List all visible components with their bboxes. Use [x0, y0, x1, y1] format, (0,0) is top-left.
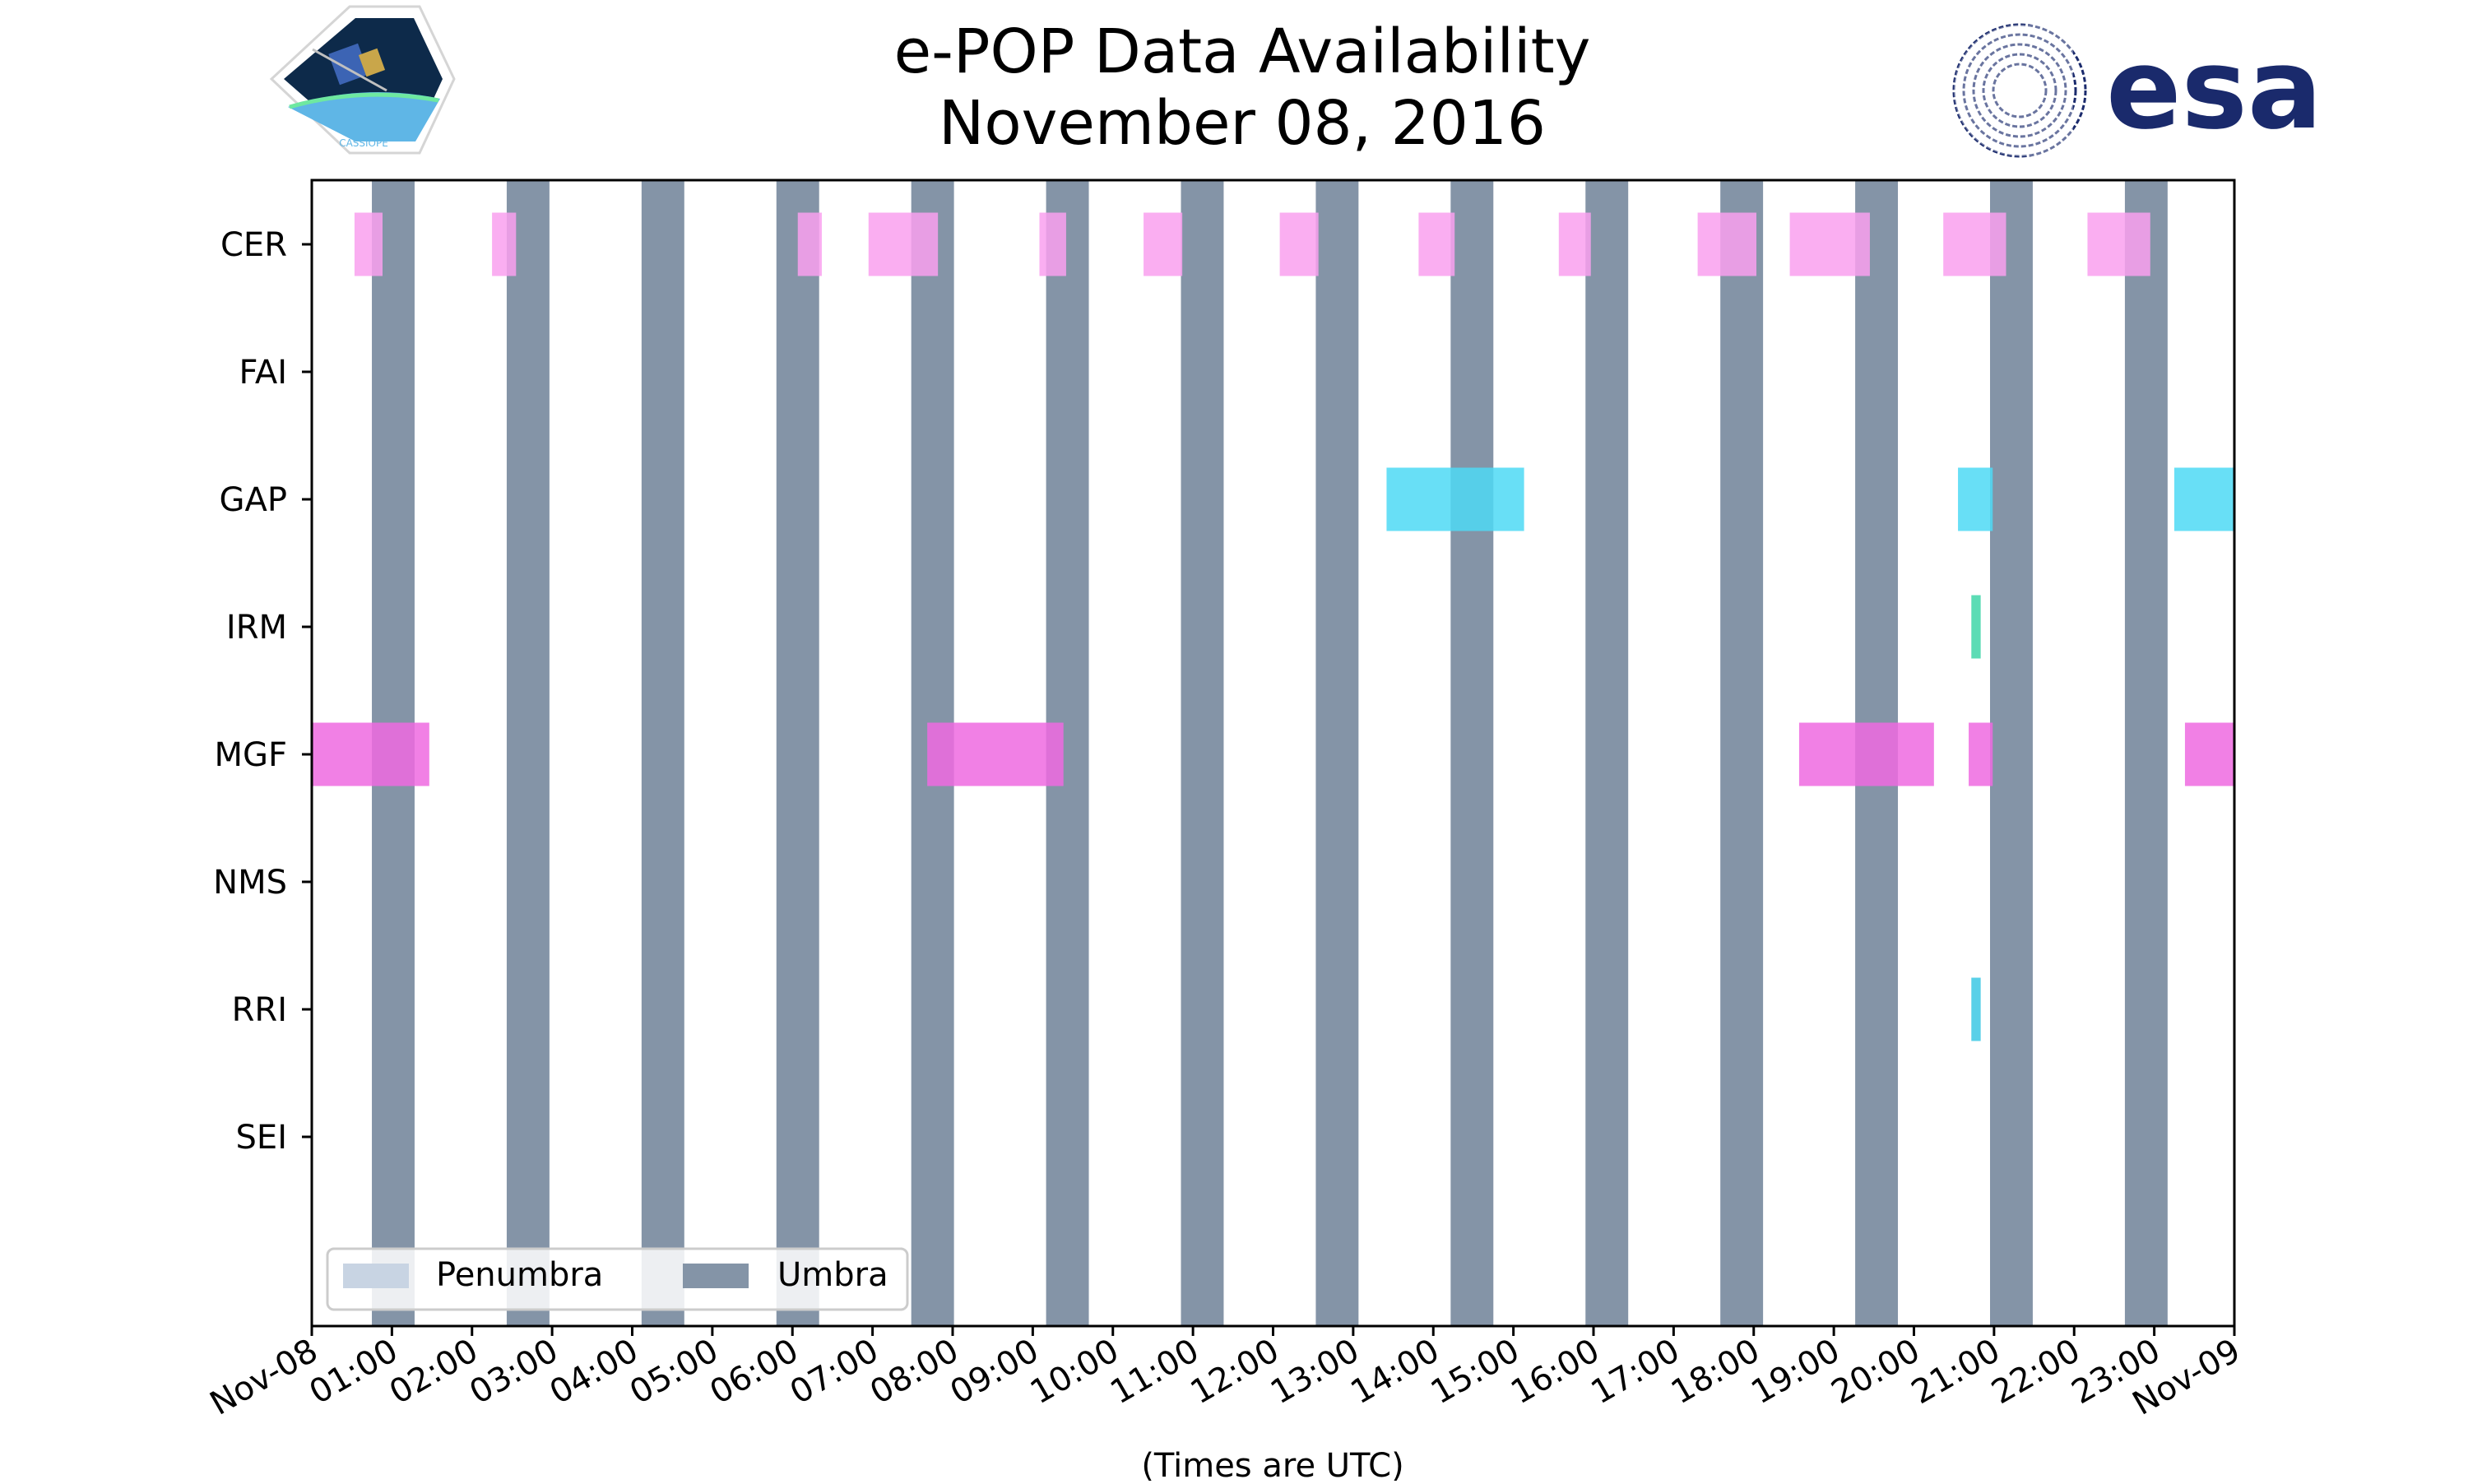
umbra-band — [1990, 180, 2033, 1326]
availability-bar-gap — [1958, 467, 1993, 531]
availability-bar-mgf — [1798, 722, 1934, 786]
x-tick-label: 22:00 — [1985, 1332, 2086, 1412]
plot-frame — [310, 179, 2236, 1328]
legend-frame — [326, 1247, 909, 1311]
y-tick-label-fai: FAI — [239, 354, 288, 392]
x-tick-label: 19:00 — [1745, 1332, 1846, 1412]
x-tick-label: 11:00 — [1104, 1332, 1205, 1412]
chart-title: e-POP Data Availability — [894, 16, 1591, 87]
x-axis-label: (Times are UTC) — [1141, 1447, 1403, 1481]
umbra-band — [1450, 180, 1494, 1326]
x-tick-label: 13:00 — [1264, 1332, 1366, 1412]
x-tick-label: 02:00 — [383, 1332, 485, 1412]
x-tick-label: 21:00 — [1905, 1332, 2006, 1412]
availability-bar-cer — [1789, 212, 1870, 276]
umbra-band — [1585, 180, 1629, 1326]
availability-bar-cer — [868, 212, 939, 276]
x-tick-label: 08:00 — [864, 1332, 965, 1412]
availability-bar-gap — [2173, 467, 2234, 531]
legend-swatch-umbra — [683, 1264, 749, 1288]
legend-label-penumbra: Penumbra — [436, 1256, 603, 1294]
umbra-band — [641, 180, 684, 1326]
availability-bar-mgf — [312, 722, 429, 786]
x-tick-label: 04:00 — [544, 1332, 645, 1412]
y-tick-label-gap: GAP — [220, 481, 287, 519]
availability-bar-cer — [1558, 212, 1591, 276]
availability-bar-mgf — [927, 722, 1064, 786]
plot-area — [312, 180, 2234, 1326]
y-tick-label-nms: NMS — [213, 864, 287, 902]
umbra-band — [2124, 180, 2168, 1326]
availability-bar-gap — [1386, 467, 1524, 531]
availability-bar-cer — [354, 212, 383, 276]
availability-bar-cer — [1697, 212, 1756, 276]
umbra-band — [506, 180, 550, 1326]
legend-swatch-penumbra — [343, 1264, 409, 1288]
x-tick-label: 06:00 — [703, 1332, 805, 1412]
availability-bar-cer — [1279, 212, 1319, 276]
legend: Penumbra Umbra — [326, 1247, 909, 1311]
chart-subtitle: November 08, 2016 — [939, 88, 1546, 159]
cassiope-label: CASSIOPE — [339, 137, 388, 149]
availability-bar-cer — [2087, 212, 2150, 276]
umbra-band — [1181, 180, 1224, 1326]
x-tick-label: 18:00 — [1665, 1332, 1766, 1412]
umbra-band — [1720, 180, 1764, 1326]
x-axis: Nov-0801:0002:0003:0004:0005:0006:0007:0… — [204, 1326, 2247, 1423]
x-tick-label: 17:00 — [1585, 1332, 1686, 1412]
availability-bar-mgf — [1969, 722, 1993, 786]
x-tick-label: 15:00 — [1425, 1332, 1526, 1412]
y-tick-label-mgf: MGF — [214, 736, 287, 774]
x-tick-label: 12:00 — [1185, 1332, 1286, 1412]
x-tick-label: 16:00 — [1505, 1332, 1606, 1412]
y-axis: CER FAI GAP IRM MGF NMS RRI SEI — [213, 226, 312, 1157]
legend-label-umbra: Umbra — [777, 1256, 888, 1294]
x-tick-label: 14:00 — [1344, 1332, 1445, 1412]
x-tick-label: 05:00 — [624, 1332, 725, 1412]
availability-bar-rri — [1971, 977, 1981, 1041]
availability-bar-cer — [1418, 212, 1455, 276]
availability-bar-irm — [1971, 595, 1981, 659]
availability-bar-cer — [492, 212, 517, 276]
y-tick-label-irm: IRM — [226, 609, 287, 647]
x-tick-label: 07:00 — [784, 1332, 885, 1412]
y-tick-label-rri: RRI — [232, 991, 287, 1029]
y-tick-label-sei: SEI — [236, 1119, 287, 1157]
availability-bar-cer — [1943, 212, 2006, 276]
umbra-band — [776, 180, 819, 1326]
x-tick-label: 09:00 — [944, 1332, 1046, 1412]
x-tick-label: 01:00 — [304, 1332, 405, 1412]
y-tick-label-cer: CER — [220, 226, 287, 264]
x-tick-label: 10:00 — [1024, 1332, 1125, 1412]
availability-bar-cer — [1039, 212, 1066, 276]
umbra-band — [1315, 180, 1359, 1326]
x-tick-label: 20:00 — [1825, 1332, 1927, 1412]
availability-bar-cer — [797, 212, 822, 276]
cassiope-mission-logo: CASSIOPE — [269, 5, 456, 155]
x-tick-label: 03:00 — [463, 1332, 564, 1412]
availability-bar-cer — [1144, 212, 1183, 276]
esa-wordmark: esa — [2106, 25, 2322, 154]
esa-logo: esa — [1952, 23, 2322, 158]
availability-bar-mgf — [2184, 722, 2234, 786]
